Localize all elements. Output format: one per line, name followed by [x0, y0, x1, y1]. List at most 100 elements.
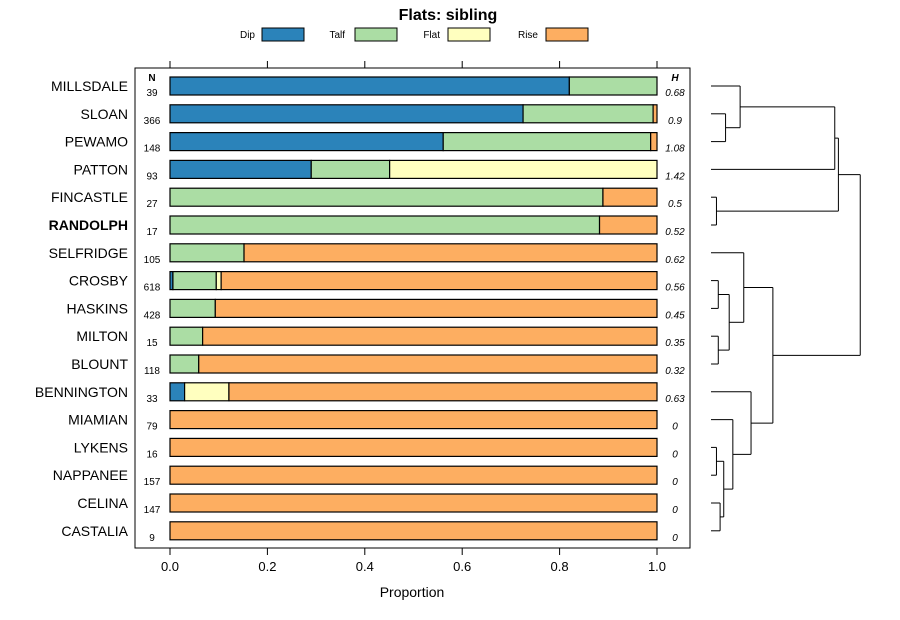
x-tick-label: 0.6	[453, 559, 471, 574]
row-h-value: 0.56	[665, 283, 685, 294]
bar-segment-rise	[202, 326, 658, 346]
row-n-count: 9	[149, 533, 155, 544]
row-label: PATTON	[74, 161, 128, 177]
bar-segment-flat	[389, 159, 658, 179]
legend-label-rise: Rise	[518, 30, 538, 41]
row-n-count: 157	[144, 477, 161, 488]
row-crosby: CROSBY 618 0.56	[69, 271, 685, 294]
row-n-count: 15	[146, 338, 158, 349]
bar-segment-dip	[169, 382, 186, 402]
bar-segment-rise	[228, 382, 658, 402]
x-tick-label: 1.0	[648, 559, 666, 574]
row-h-value: 1.42	[665, 171, 685, 182]
dendrogram	[711, 85, 861, 532]
bar-segment-rise	[598, 215, 658, 235]
bar-segment-rise	[169, 493, 658, 513]
row-label: MILTON	[76, 328, 128, 344]
bar-segment-dip	[169, 132, 444, 152]
row-h-value: 0	[672, 477, 678, 488]
row-h-value: 0.68	[665, 88, 685, 99]
bar-segment-rise	[243, 243, 658, 263]
bar-segment-talf	[169, 298, 216, 318]
bar-segment-rise	[169, 521, 658, 541]
bar-segment-rise	[169, 410, 658, 430]
h-column-header: H	[671, 73, 679, 84]
row-blount: BLOUNT 118 0.32	[71, 354, 685, 377]
bar-segment-talf	[169, 243, 245, 263]
bar-segment-talf	[310, 159, 391, 179]
row-h-value: 0	[672, 422, 678, 433]
row-fincastle: FINCASTLE 27 0.5	[51, 187, 682, 210]
row-n-count: 148	[144, 144, 161, 155]
row-haskins: HASKINS 428 0.45	[67, 298, 685, 321]
row-castalia: CASTALIA 9 0	[61, 521, 678, 544]
row-n-count: 33	[146, 394, 158, 405]
bar-segment-rise	[650, 132, 658, 152]
legend-swatch-rise	[545, 27, 589, 42]
chart-title: Flats: sibling	[399, 7, 498, 24]
bar-segment-rise	[602, 187, 658, 207]
row-h-value: 0	[672, 505, 678, 516]
row-n-count: 147	[144, 505, 161, 516]
row-label: PEWAMO	[65, 134, 128, 150]
row-label: SELFRIDGE	[49, 245, 128, 261]
n-column-header: N	[148, 73, 155, 84]
bar-segment-flat	[215, 271, 222, 291]
row-bennington: BENNINGTON 33 0.63	[35, 382, 685, 405]
row-h-value: 0.9	[668, 116, 682, 127]
bar-segment-rise	[214, 298, 658, 318]
row-patton: PATTON 93 1.42	[74, 159, 685, 182]
row-h-value: 0	[672, 533, 678, 544]
legend-label-talf: Talf	[329, 30, 345, 41]
row-pewamo: PEWAMO 148 1.08	[65, 132, 685, 155]
row-h-value: 0.62	[665, 255, 685, 266]
x-tick-label: 0.8	[551, 559, 569, 574]
bar-segment-rise	[198, 354, 658, 374]
legend-swatch-talf	[354, 27, 398, 42]
row-label: RANDOLPH	[49, 217, 128, 233]
legend-swatch-dip	[261, 27, 305, 42]
row-sloan: SLOAN 366 0.9	[81, 104, 682, 127]
x-tick-label: 0.2	[258, 559, 276, 574]
row-h-value: 0.35	[665, 338, 685, 349]
bar-segment-talf	[522, 104, 654, 124]
x-tick-label: 0.0	[161, 559, 179, 574]
x-tick-label: 0.4	[356, 559, 374, 574]
row-label: FINCASTLE	[51, 189, 128, 205]
bar-segment-rise	[169, 437, 658, 457]
row-nappanee: NAPPANEE 157 0	[53, 465, 678, 488]
row-label: MIAMIAN	[68, 412, 128, 428]
row-celina: CELINA 147 0	[77, 493, 678, 516]
row-n-count: 118	[144, 366, 160, 377]
row-label: CASTALIA	[61, 523, 128, 539]
bar-segment-talf	[442, 132, 652, 152]
row-label: MILLSDALE	[51, 78, 128, 94]
bar-segment-talf	[169, 326, 204, 346]
legend-swatch-flat	[447, 27, 491, 42]
row-label: SLOAN	[81, 106, 128, 122]
row-h-value: 0.63	[665, 394, 685, 405]
row-label: CELINA	[77, 495, 128, 511]
bar-segment-flat	[184, 382, 230, 402]
row-label: LYKENS	[74, 439, 128, 455]
bar-segment-rise	[220, 271, 658, 291]
bar-segment-talf	[172, 271, 217, 291]
row-selfridge: SELFRIDGE 105 0.62	[49, 243, 685, 266]
row-miamian: MIAMIAN 79 0	[68, 410, 678, 433]
row-label: BLOUNT	[71, 356, 128, 372]
row-milton: MILTON 15 0.35	[76, 326, 685, 349]
row-n-count: 79	[146, 422, 158, 433]
plot-frame	[134, 67, 691, 549]
legend: Dip Talf Flat Rise	[240, 27, 589, 42]
row-h-value: 0.5	[668, 199, 682, 210]
bar-segment-rise	[169, 465, 658, 485]
row-n-count: 366	[144, 116, 161, 127]
row-h-value: 0.52	[665, 227, 685, 238]
bar-segment-talf	[169, 187, 604, 207]
row-label: CROSBY	[69, 273, 129, 289]
row-millsdale: MILLSDALE 39 0.68	[51, 76, 685, 99]
row-n-count: 93	[146, 171, 158, 182]
row-n-count: 39	[146, 88, 158, 99]
row-h-value: 0.32	[665, 366, 685, 377]
